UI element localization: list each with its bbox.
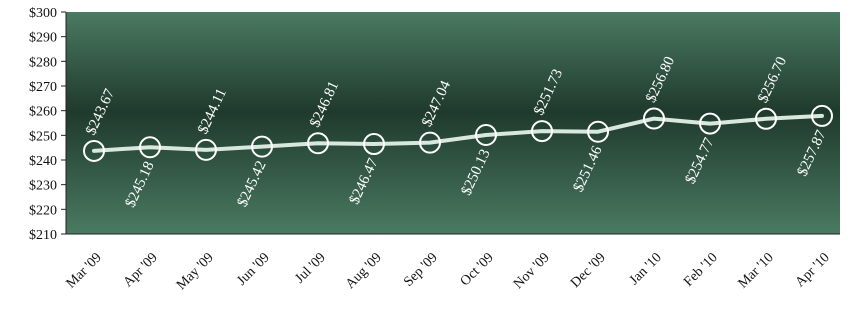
x-tick-label: Apr '09 <box>121 250 161 290</box>
data-point-marker <box>699 112 721 135</box>
x-tick-label: Sep '09 <box>401 250 441 290</box>
data-point-marker <box>755 107 777 130</box>
data-point-marker <box>363 133 385 156</box>
data-point-marker <box>83 139 105 162</box>
data-point-marker <box>531 120 553 143</box>
data-point-marker <box>475 124 497 147</box>
y-tick-label: $270 <box>29 80 57 95</box>
x-tick-label: Jan '10 <box>627 250 665 288</box>
x-tick-label: Mar '10 <box>736 250 777 291</box>
x-tick-label: Feb '10 <box>681 250 721 290</box>
y-tick-label: $240 <box>29 154 57 169</box>
data-point-marker <box>587 120 609 143</box>
x-tick-label: Jun '09 <box>234 250 273 289</box>
y-tick-label: $220 <box>29 203 57 218</box>
y-tick-label: $280 <box>29 55 57 70</box>
x-tick-label: Dec '09 <box>568 250 609 291</box>
x-tick-label: Oct '09 <box>458 250 497 289</box>
data-point-marker <box>419 131 441 154</box>
y-tick-label: $210 <box>29 228 57 243</box>
x-tick-label: May '09 <box>174 250 217 293</box>
data-point-marker <box>139 136 161 159</box>
y-tick-label: $250 <box>29 129 57 144</box>
y-tick-label: $290 <box>29 31 57 46</box>
x-tick-label: Nov '09 <box>511 250 553 292</box>
x-tick-label: Jul '09 <box>293 250 329 286</box>
series-line <box>83 104 833 162</box>
y-tick-label: $230 <box>29 179 57 194</box>
data-point-marker <box>643 107 665 130</box>
y-tick-label: $300 <box>29 6 57 21</box>
y-tick-label: $260 <box>29 105 57 120</box>
data-point-marker <box>811 104 833 127</box>
x-tick-label: Apr '10 <box>793 250 833 290</box>
data-point-marker <box>195 138 217 161</box>
data-point-marker <box>307 132 329 155</box>
x-tick-label: Mar '09 <box>64 250 105 291</box>
data-point-marker <box>251 135 273 158</box>
x-tick-label: Aug '09 <box>343 250 385 292</box>
